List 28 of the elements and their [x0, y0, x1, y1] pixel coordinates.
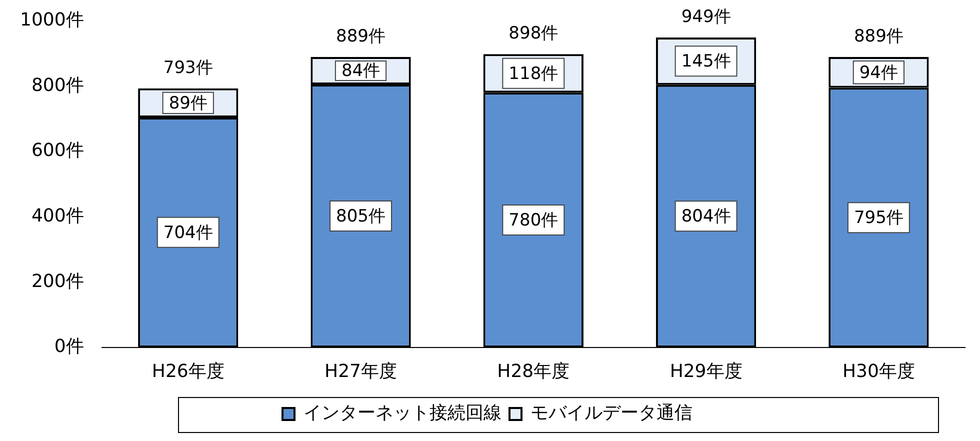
data-label: 805件: [336, 206, 386, 226]
total-label: 889件: [854, 26, 904, 46]
y-tick-label: 600件: [31, 140, 84, 162]
y-tick-label: 0件: [54, 336, 84, 358]
total-label: 949件: [681, 6, 731, 27]
data-label: 795件: [854, 208, 904, 228]
y-tick-label: 1000件: [20, 9, 84, 30]
legend-label: インターネット接続回線: [304, 402, 502, 424]
y-tick-label: 400件: [31, 205, 84, 226]
x-tick-label: H30年度: [842, 360, 915, 382]
data-label: 804件: [681, 206, 731, 227]
x-tick-label: H29年度: [670, 360, 742, 382]
data-label: 118件: [508, 64, 558, 84]
total-label: 793件: [163, 58, 213, 78]
y-tick-label: 200件: [31, 270, 84, 292]
x-tick-label: H26年度: [152, 360, 224, 382]
total-label: 889件: [336, 26, 386, 46]
legend-label: モバイルデータ通信: [530, 402, 692, 424]
data-label: 94件: [859, 62, 898, 83]
x-tick-label: H28年度: [497, 360, 570, 382]
x-tick-label: H27年度: [324, 360, 397, 382]
data-label: 780件: [508, 210, 558, 230]
total-label: 898件: [508, 24, 558, 44]
y-tick-label: 800件: [31, 74, 84, 96]
data-label: 84件: [341, 61, 380, 82]
data-label: 145件: [681, 52, 731, 72]
data-label: 89件: [168, 93, 208, 114]
data-label: 704件: [163, 222, 213, 243]
